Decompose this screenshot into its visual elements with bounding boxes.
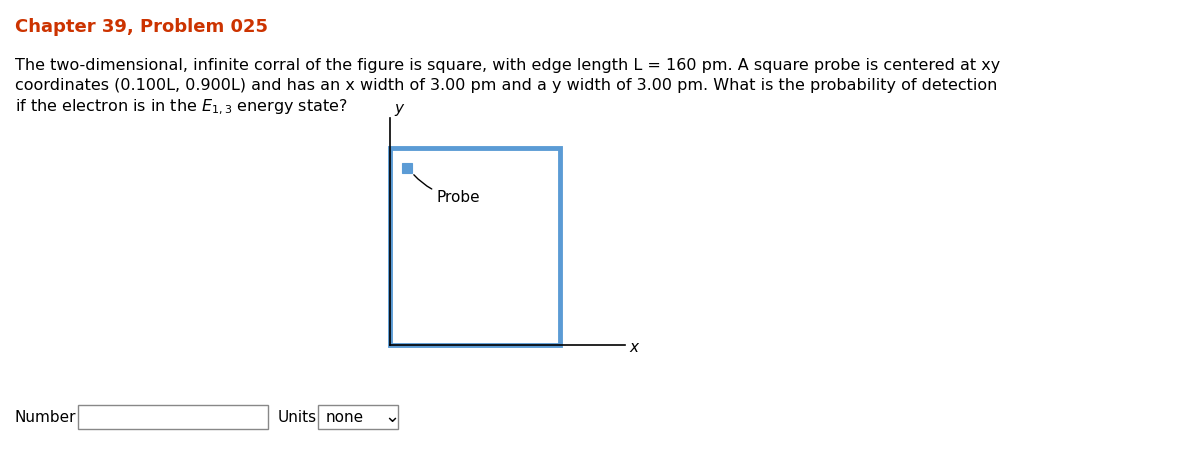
Text: The two-dimensional, infinite corral of the figure is square, with edge length L: The two-dimensional, infinite corral of … xyxy=(14,58,1001,73)
Bar xyxy=(390,148,560,345)
Text: Chapter 39, Problem 025: Chapter 39, Problem 025 xyxy=(14,18,268,36)
Text: if the electron is in the $E_{1,3}$ energy state?: if the electron is in the $E_{1,3}$ ener… xyxy=(14,98,348,117)
Text: ⌄: ⌄ xyxy=(384,408,400,426)
Text: coordinates (0.100L, 0.900L) and has an x width of 3.00 pm and a y width of 3.00: coordinates (0.100L, 0.900L) and has an … xyxy=(14,78,997,93)
Text: Probe: Probe xyxy=(414,175,481,205)
Text: x: x xyxy=(629,340,638,354)
Bar xyxy=(78,405,268,429)
Text: none: none xyxy=(326,410,364,424)
Text: y: y xyxy=(394,101,403,116)
Text: Number: Number xyxy=(14,410,77,424)
Text: Units: Units xyxy=(278,410,317,424)
Bar xyxy=(318,405,398,429)
Bar xyxy=(402,163,412,173)
